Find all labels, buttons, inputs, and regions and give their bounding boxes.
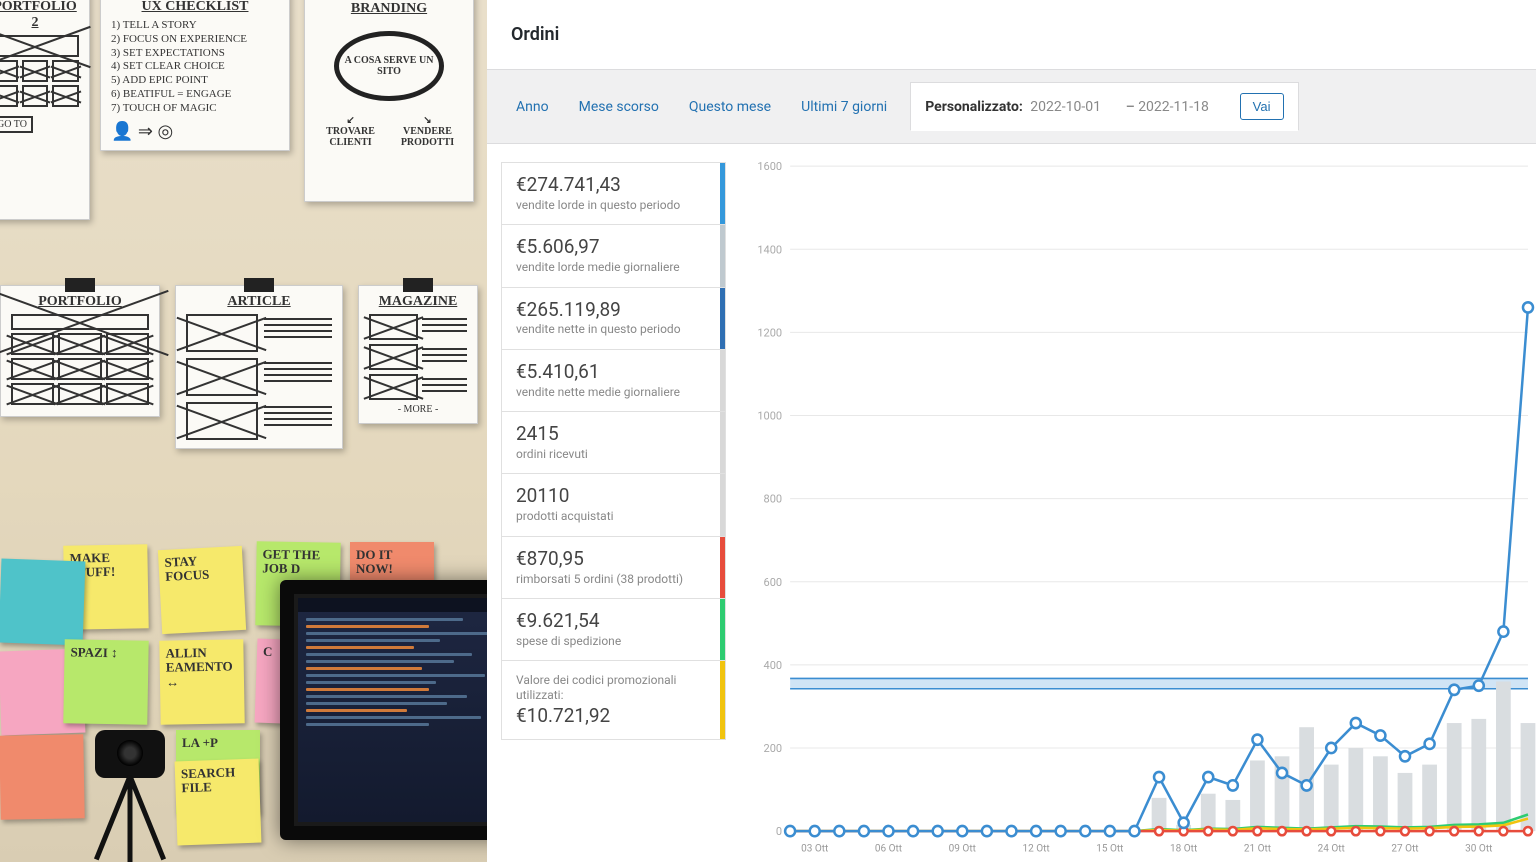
stat-value: 2415 — [516, 424, 713, 445]
stat-label: spese di spedizione — [516, 634, 713, 648]
stats-column: €274.741,43 vendite lorde in questo perio… — [501, 162, 726, 862]
webcam — [95, 730, 165, 778]
svg-text:600: 600 — [764, 576, 783, 589]
stat-value: €265.119,89 — [516, 300, 713, 321]
svg-text:09 Ott: 09 Ott — [949, 844, 976, 855]
tab-custom[interactable]: Personalizzato: – Vai — [910, 82, 1298, 131]
branding-left: TROVARE CLIENTI — [326, 126, 375, 148]
paper-title: PORTFOLIO 2 — [0, 0, 79, 31]
branding-center: A COSA SERVE UN SITO — [334, 31, 444, 101]
date-separator: – — [1126, 99, 1135, 115]
svg-text:0: 0 — [776, 825, 782, 838]
checklist-item: 2) FOCUS ON EXPERIENCE — [111, 33, 279, 47]
stat-label: prodotti acquistati — [516, 509, 713, 523]
paper-title: MAGAZINE — [369, 294, 467, 310]
stat-card[interactable]: €5.606,97 vendite lorde medie giornaliere — [501, 224, 726, 286]
svg-text:400: 400 — [764, 659, 783, 672]
sales-chart: 0 200 400 600 800 1000 1200 1400 1600 03 Ott 06 Ot… — [744, 162, 1536, 862]
checklist-item: 4) SET CLEAR CHOICE — [111, 60, 279, 74]
paper-title: BRANDING — [315, 1, 463, 17]
svg-text:24 Ott: 24 Ott — [1318, 844, 1345, 855]
svg-text:1400: 1400 — [757, 243, 782, 256]
svg-text:30 Ott: 30 Ott — [1465, 844, 1492, 855]
svg-text:12 Ott: 12 Ott — [1022, 844, 1049, 855]
svg-text:21 Ott: 21 Ott — [1244, 844, 1271, 855]
sticky-note — [0, 559, 85, 646]
orders-dashboard: Ordini AnnoMese scorsoQuesto meseUltimi … — [487, 0, 1536, 862]
svg-text:800: 800 — [764, 493, 783, 506]
paper-more: - MORE - — [369, 404, 467, 415]
svg-text:15 Ott: 15 Ott — [1096, 844, 1123, 855]
stat-label: rimborsati 5 ordini (38 prodotti) — [516, 572, 713, 586]
stat-card[interactable]: 2415 ordini ricevuti — [501, 411, 726, 473]
date-filter-bar: AnnoMese scorsoQuesto meseUltimi 7 giorn… — [487, 69, 1536, 144]
stat-card[interactable]: €274.741,43 vendite lorde in questo perio… — [501, 162, 726, 224]
stat-value: €5.410,61 — [516, 362, 713, 383]
checklist-item: 7) TOUCH OF MAGIC — [111, 102, 279, 116]
stat-value: €9.621,54 — [516, 611, 713, 632]
moodboard-photo: PORTFOLIO 2 GO TO UX CHECKLIST 1) TELL A… — [0, 0, 487, 862]
page-title: Ordini — [487, 0, 1536, 69]
stat-label: ordini ricevuti — [516, 447, 713, 461]
svg-text:200: 200 — [764, 742, 783, 755]
svg-text:27 Ott: 27 Ott — [1391, 844, 1418, 855]
filter-tab[interactable]: Anno — [501, 88, 564, 126]
paper-goto: GO TO — [0, 116, 33, 133]
svg-text:1600: 1600 — [757, 162, 782, 173]
svg-text:03 Ott: 03 Ott — [801, 844, 828, 855]
date-from-input[interactable] — [1030, 99, 1122, 115]
sticky-note: SEARCH FILE — [175, 759, 262, 846]
stat-card[interactable]: €265.119,89vendite nette in questo perio… — [501, 287, 726, 349]
go-button[interactable]: Vai — [1240, 93, 1284, 120]
filter-tab[interactable]: Questo mese — [674, 88, 786, 126]
branding-right: VENDERE PRODOTTI — [401, 126, 454, 148]
stat-card[interactable]: €9.621,54 spese di spedizione — [501, 598, 726, 660]
stat-card[interactable]: €870,95 rimborsati 5 ordini (38 prodotti) — [501, 536, 726, 598]
checklist-item: 3) SET EXPECTATIONS — [111, 47, 279, 61]
filter-tab[interactable]: Mese scorso — [564, 88, 674, 126]
stat-label: vendite lorde in questo periodo — [516, 198, 713, 212]
stat-card[interactable]: 20110 prodotti acquistati — [501, 473, 726, 535]
stat-label: vendite nette in questo periodo — [516, 322, 713, 336]
paper-title: UX CHECKLIST — [111, 0, 279, 15]
paper-title: PORTFOLIO — [11, 294, 149, 310]
stat-label: vendite lorde medie giornaliere — [516, 260, 713, 274]
date-to-input[interactable] — [1138, 99, 1230, 115]
tripod — [108, 776, 152, 862]
custom-label: Personalizzato: — [925, 99, 1023, 115]
stat-value: 20110 — [516, 486, 713, 507]
stat-value: €5.606,97 — [516, 237, 713, 258]
stat-card[interactable]: €5.410,61 vendite nette medie giornaliere — [501, 349, 726, 411]
stat-label: Valore dei codici promozionali utilizzat… — [516, 673, 713, 702]
stat-card[interactable]: Valore dei codici promozionali utilizzat… — [501, 660, 726, 740]
stat-value: €10.721,92 — [516, 706, 713, 727]
sticky-note: STAY FOCUS — [158, 546, 246, 634]
svg-text:1200: 1200 — [757, 326, 782, 339]
checklist-item: 1) TELL A STORY — [111, 19, 279, 33]
checklist-item: 5) ADD EPIC POINT — [111, 74, 279, 88]
filter-tab[interactable]: Ultimi 7 giorni — [786, 88, 902, 126]
sticky-note: ALLIN EAMENTO ↔ — [159, 639, 244, 724]
svg-text:1000: 1000 — [757, 409, 782, 422]
sticky-note: SPAZI ↕ — [63, 639, 148, 724]
checklist-item: 6) BEATIFUL = ENGAGE — [111, 88, 279, 102]
laptop — [280, 580, 487, 840]
paper-title: ARTICLE — [186, 294, 332, 310]
sticky-note — [0, 734, 85, 819]
stat-label: vendite nette medie giornaliere — [516, 385, 713, 399]
svg-text:06 Ott: 06 Ott — [875, 844, 902, 855]
stat-value: €870,95 — [516, 549, 713, 570]
svg-text:18 Ott: 18 Ott — [1170, 844, 1197, 855]
stat-value: €274.741,43 — [516, 175, 713, 196]
